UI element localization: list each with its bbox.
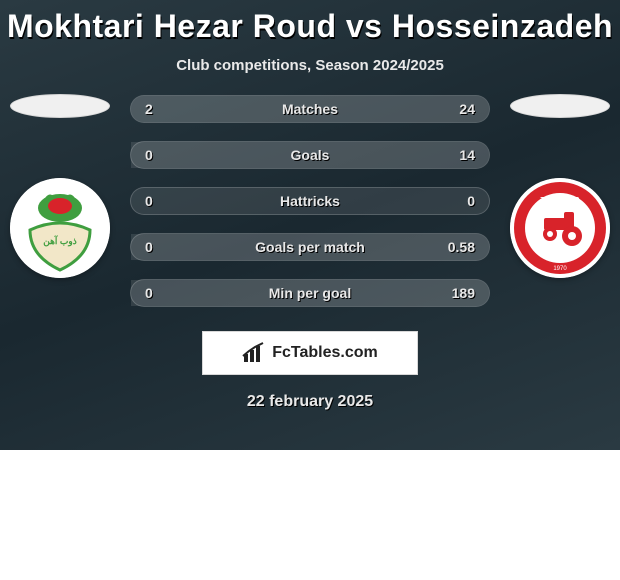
left-side: ذوب آهن: [8, 94, 112, 278]
stat-row: 0Goals per match0.58: [130, 233, 490, 261]
svg-text:CLUB: CLUB: [549, 253, 571, 262]
stat-left-value: 0: [145, 239, 153, 255]
stat-fill-right: [131, 142, 489, 168]
chart-icon: [242, 342, 266, 364]
svg-text:1970: 1970: [553, 266, 567, 272]
right-avatar-placeholder: [510, 94, 610, 118]
stat-right-value: 24: [459, 101, 475, 117]
stat-left-value: 0: [145, 193, 153, 209]
brand-box[interactable]: FcTables.com: [202, 331, 418, 375]
stat-row: 0Min per goal189: [130, 279, 490, 307]
stat-fill-right: [131, 234, 489, 260]
stat-left-value: 2: [145, 101, 153, 117]
subtitle: Club competitions, Season 2024/2025: [0, 57, 620, 74]
stat-row: 0Goals14: [130, 141, 490, 169]
brand-label: FcTables.com: [272, 344, 378, 362]
page-title: Mokhtari Hezar Roud vs Hosseinzadeh: [0, 8, 620, 45]
left-avatar-placeholder: [10, 94, 110, 118]
stat-left-value: 0: [145, 285, 153, 301]
content-row: ذوب آهن 2Matches240Goals140Hattricks00Go…: [0, 94, 620, 307]
date-label: 22 february 2025: [0, 393, 620, 411]
stat-left-value: 0: [145, 147, 153, 163]
comparison-card: Mokhtari Hezar Roud vs Hosseinzadeh Club…: [0, 0, 620, 450]
stat-right-value: 0.58: [448, 239, 475, 255]
tractor-icon: TRACTOR CLUB 1970: [510, 178, 610, 278]
stat-fill-right: [160, 96, 489, 122]
stats-column: 2Matches240Goals140Hattricks00Goals per …: [112, 95, 508, 307]
svg-text:TRACTOR: TRACTOR: [541, 196, 580, 205]
svg-text:ذوب آهن: ذوب آهن: [43, 235, 76, 247]
stat-right-value: 189: [452, 285, 475, 301]
stat-row: 2Matches24: [130, 95, 490, 123]
stat-fill-right: [131, 280, 489, 306]
right-side: TRACTOR CLUB 1970: [508, 94, 612, 278]
right-club-badge: TRACTOR CLUB 1970: [510, 178, 610, 278]
stat-right-value: 14: [459, 147, 475, 163]
stat-row: 0Hattricks0: [130, 187, 490, 215]
zob-ahan-icon: ذوب آهن: [10, 178, 110, 278]
stat-label: Hattricks: [131, 193, 489, 209]
left-club-badge: ذوب آهن: [10, 178, 110, 278]
stat-right-value: 0: [467, 193, 475, 209]
